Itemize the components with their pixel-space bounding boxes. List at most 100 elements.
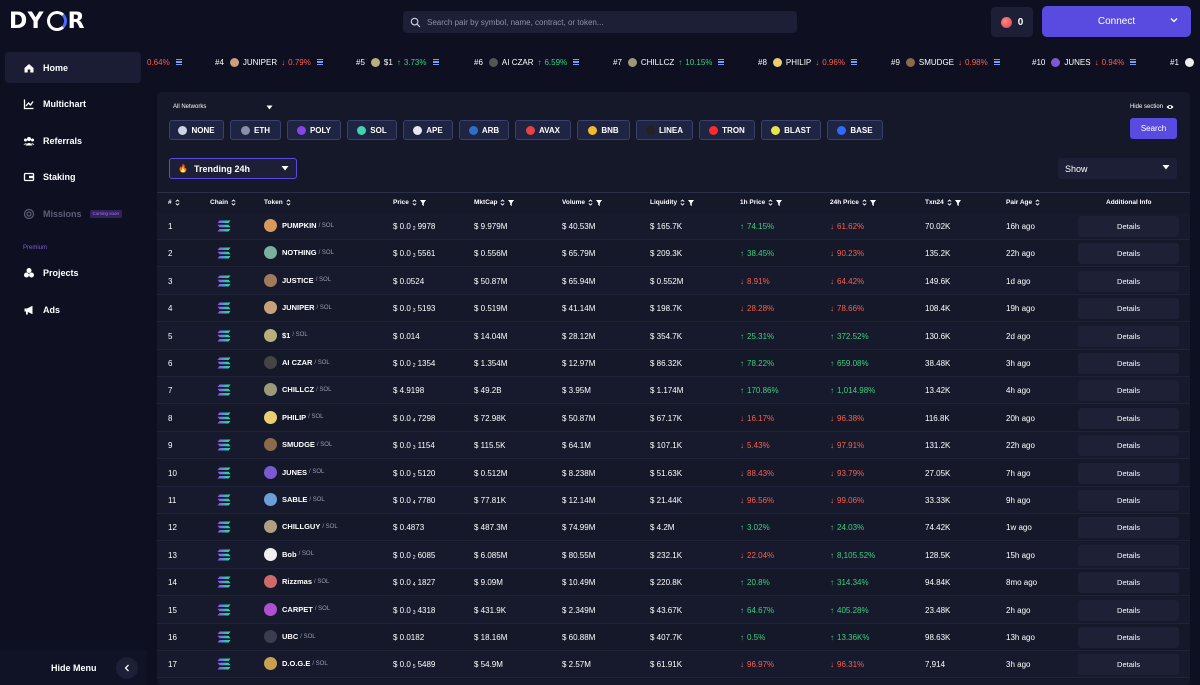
ticker-item[interactable]: #8 PHILIP ↓ 0.96% [758,58,857,67]
ticker-item[interactable]: #7 CHILLCZ ↑ 10.15% [613,58,725,67]
details-button[interactable]: Details [1078,572,1179,594]
column-header[interactable]: Txn24 [925,199,961,206]
details-button[interactable]: Details [1078,298,1179,320]
hide-menu-button[interactable]: Hide Menu [0,650,147,685]
table-row[interactable]: 4 JUNIPER / SOL $ 0.0 3 5193 $ 0.519M $ 41.14M $… [157,295,1190,323]
sidebar-item-multichart[interactable]: Multichart [5,88,141,119]
table-row[interactable]: 3 JUSTICE / SOL $ 0.0524 $ 50.87M $ 65.94M $ 0… [157,267,1190,295]
token-cell[interactable]: JUNIPER / SOL [264,301,332,315]
column-header[interactable]: 24h Price [830,199,876,206]
token-cell[interactable]: SMUDGE / SOL [264,438,332,452]
search-button[interactable]: Search [1130,118,1177,139]
token-cell[interactable]: JUNES / SOL [264,465,324,479]
details-button[interactable]: Details [1078,380,1179,402]
table-row[interactable]: 2 NOTHING / SOL $ 0.0 3 5561 $ 0.556M $ 65.79M $… [157,240,1190,268]
token-cell[interactable]: CHILLCZ / SOL [264,383,331,397]
details-button[interactable]: Details [1078,544,1179,566]
details-button[interactable]: Details [1078,270,1179,292]
filter-icon[interactable] [954,199,961,206]
token-cell[interactable]: Bob / SOL [264,547,314,561]
details-button[interactable]: Details [1078,216,1179,237]
chain-chip-blast[interactable]: BLAST [761,120,821,140]
token-cell[interactable]: UBC / SOL [264,630,316,643]
table-row[interactable]: 9 SMUDGE / SOL $ 0.0 3 1154 $ 115.5K $ 64.1M $ 1… [157,432,1190,460]
chain-chip-linea[interactable]: LINEA [636,120,693,140]
table-row[interactable]: 7 CHILLCZ / SOL $ 4.9198 $ 49.2B $ 3.95M $ 1.1… [157,377,1190,405]
details-button[interactable]: Details [1078,435,1179,457]
token-cell[interactable]: Rizzmas / SOL [264,575,329,589]
connect-button[interactable]: Connect [1042,6,1191,37]
chain-chip-poly[interactable]: POLY [287,120,341,140]
token-cell[interactable]: SABLE / SOL [264,493,325,506]
sort-icon[interactable] [412,199,417,206]
filter-icon[interactable] [688,199,695,206]
sort-icon[interactable] [680,199,685,206]
ticker-item[interactable]: #4 JUNIPER ↓ 0.79% [215,58,323,67]
filter-icon[interactable] [508,199,515,206]
dyor-logo[interactable]: DY R [9,9,87,34]
sort-icon[interactable] [1035,199,1040,206]
sort-icon[interactable] [231,199,236,206]
details-button[interactable]: Details [1078,407,1179,429]
table-row[interactable]: 1 PUMPKIN / SOL $ 0.0 2 9978 $ 9.979M $ 40.53M $… [157,213,1190,240]
sidebar-item-ads[interactable]: Ads [5,294,141,325]
sidebar-item-staking[interactable]: Staking [5,161,141,192]
column-header[interactable]: Volume [562,199,602,206]
sidebar-item-home[interactable]: Home [5,52,141,83]
filter-icon[interactable] [869,199,876,206]
chain-chip-base[interactable]: BASE [827,120,883,140]
chain-chip-arb[interactable]: ARB [459,120,509,140]
filter-icon[interactable] [419,199,426,206]
details-button[interactable]: Details [1078,599,1179,621]
column-header[interactable]: Pair Age [1006,199,1040,206]
details-button[interactable]: Details [1078,325,1179,347]
sort-icon[interactable] [862,199,867,206]
filter-icon[interactable] [596,199,602,206]
table-row[interactable]: 11 SABLE / SOL $ 0.0 4 7780 $ 77.81K $ 12.14M $ … [157,487,1190,514]
token-cell[interactable]: D.O.G.E / SOL [264,657,328,671]
sort-icon[interactable] [500,199,505,206]
sort-icon[interactable] [768,199,773,206]
column-header[interactable]: Liquidity [650,199,695,206]
sort-icon[interactable] [588,199,593,206]
ticker-item[interactable]: #9 SMUDGE ↓ 0.98% [891,58,1000,67]
ticker-item[interactable]: #10 JUNES ↓ 0.94% [1032,58,1137,67]
column-header[interactable]: 1h Price [740,199,783,206]
trending-select[interactable]: 🔥 Trending 24h [169,158,297,179]
details-button[interactable]: Details [1078,627,1179,648]
sort-icon[interactable] [947,199,952,206]
details-button[interactable]: Details [1078,490,1179,511]
details-button[interactable]: Details [1078,517,1179,539]
table-row[interactable]: 6 AI CZAR / SOL $ 0.0 2 1354 $ 1.354M $ 12.97M $… [157,350,1190,377]
table-row[interactable]: 10 JUNES / SOL $ 0.0 3 5120 $ 0.512M $ 8.238M $ … [157,460,1190,487]
ticker-item[interactable]: #5 $1 ↑ 3.73% [356,58,439,67]
column-header[interactable]: Price [393,199,426,206]
token-cell[interactable]: JUSTICE / SOL [264,273,331,287]
sidebar-item-projects[interactable]: Projects [5,257,141,288]
chain-chip-avax[interactable]: AVAX [515,120,571,140]
table-row[interactable]: 14 Rizzmas / SOL $ 0.0 4 1827 $ 9.09M $ 10.49M $… [157,569,1190,597]
table-row[interactable]: 12 CHILLGUY / SOL $ 0.4873 $ 487.3M $ 74.99M $… [157,514,1190,542]
table-row[interactable]: 13 Bob / SOL $ 0.0 2 6085 $ 6.085M $ 80.55M $ 23… [157,541,1190,569]
sidebar-item-referrals[interactable]: Referrals [5,125,141,156]
chain-chip-sol[interactable]: SOL [347,120,397,140]
chain-chip-ape[interactable]: APE [403,120,453,140]
token-cell[interactable]: $1/ SOL [264,328,308,342]
table-row[interactable]: 5 $1/ SOL $ 0.014 $ 14.04M $ 28.12M $ 354.7K ↑… [157,322,1190,350]
chain-chip-bnb[interactable]: BNB [577,120,630,140]
table-row[interactable]: 8 PHILIP / SOL $ 0.0 4 7298 $ 72.98K $ 50.87M $ … [157,405,1190,432]
hide-section-toggle[interactable]: Hide section [1130,104,1174,110]
show-select[interactable]: Show [1058,158,1177,179]
chain-chip-none[interactable]: NONE [169,120,224,140]
ticker-item[interactable]: 0.64% [147,58,182,67]
table-row[interactable]: 17 D.O.G.E / SOL $ 0.0 5 5489 $ 54.9M $ 2.57M $ … [157,651,1190,679]
token-cell[interactable]: AI CZAR / SOL [264,356,330,369]
table-row[interactable]: 16 UBC / SOL $ 0.0182 $ 18.16M $ 60.88M $ 407.… [157,624,1190,651]
column-header[interactable]: MktCap [474,199,515,206]
token-cell[interactable]: PHILIP / SOL [264,410,324,424]
token-cell[interactable]: PUMPKIN / SOL [264,219,334,232]
details-button[interactable]: Details [1078,243,1179,265]
column-header[interactable]: Token [264,199,291,206]
sort-icon[interactable] [286,199,291,206]
language-button[interactable]: 0 [991,7,1033,37]
